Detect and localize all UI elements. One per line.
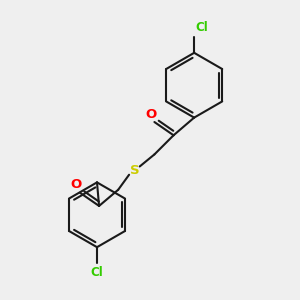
Text: O: O bbox=[145, 108, 157, 121]
Text: Cl: Cl bbox=[196, 21, 208, 34]
Text: O: O bbox=[71, 178, 82, 191]
Text: Cl: Cl bbox=[91, 266, 103, 279]
Text: S: S bbox=[130, 164, 139, 177]
